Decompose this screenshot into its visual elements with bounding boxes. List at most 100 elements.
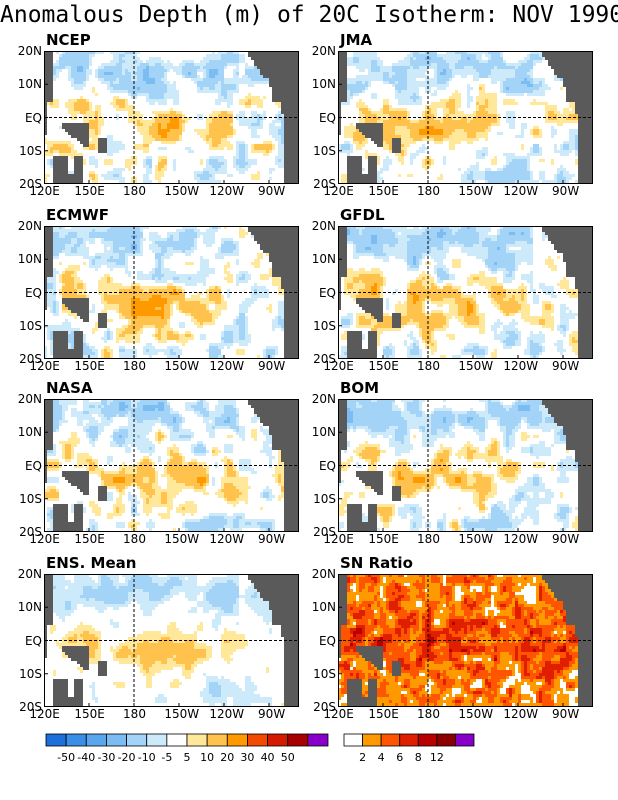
map-cell <box>416 57 420 61</box>
map-cell <box>113 117 117 121</box>
map-cell <box>572 69 576 73</box>
map-cell <box>341 69 345 73</box>
map-cell <box>245 66 249 70</box>
map-cell <box>374 90 378 94</box>
map-cell <box>140 135 144 139</box>
map-cell <box>548 78 552 82</box>
map-cell <box>125 96 129 100</box>
map-cell <box>65 114 69 118</box>
map-cell <box>482 54 486 58</box>
map-cell <box>221 153 225 157</box>
map-cell <box>437 75 441 79</box>
map-cell <box>284 126 288 130</box>
map-cell <box>158 141 162 145</box>
map-cell <box>107 153 111 157</box>
map-cell <box>116 126 120 130</box>
map-cell <box>113 78 117 82</box>
map-cell <box>578 78 582 82</box>
map-cell <box>224 66 228 70</box>
map-cell <box>350 84 354 88</box>
map-cell <box>398 81 402 85</box>
map-cell <box>524 54 528 58</box>
map-cell <box>152 135 156 139</box>
map-cell <box>155 126 159 130</box>
map-cell <box>89 75 93 79</box>
map-cell <box>107 63 111 67</box>
map-cell <box>104 78 108 82</box>
map-cell <box>224 159 228 163</box>
map-cell <box>218 57 222 61</box>
map-cell <box>89 135 93 139</box>
map-cell <box>155 57 159 61</box>
map-cell <box>143 93 147 97</box>
map-cell <box>536 84 540 88</box>
map-cell <box>230 138 234 142</box>
map-cell <box>344 66 348 70</box>
map-cell <box>44 123 48 127</box>
map-cell <box>236 168 240 172</box>
map-cell <box>419 69 423 73</box>
map-cell <box>179 99 183 103</box>
map-cell <box>185 135 189 139</box>
map-cell <box>191 99 195 103</box>
map-cell <box>272 84 276 88</box>
map-cell <box>71 90 75 94</box>
map-cell <box>143 111 147 115</box>
map-cell <box>176 138 180 142</box>
map-cell <box>86 141 90 145</box>
map-cell <box>152 123 156 127</box>
map-cell <box>500 75 504 79</box>
map-cell <box>95 102 99 106</box>
map-cell <box>68 162 72 166</box>
map-cell <box>182 150 186 154</box>
map-cell <box>506 72 510 76</box>
map-cell <box>278 108 282 112</box>
map-cell <box>143 75 147 79</box>
map-cell <box>278 117 282 121</box>
map-cell <box>239 138 243 142</box>
map-cell <box>119 102 123 106</box>
map-cell <box>263 111 267 115</box>
map-cell <box>113 105 117 109</box>
map-cell <box>218 69 222 73</box>
map-cell <box>227 159 231 163</box>
map-cell <box>62 90 66 94</box>
map-cell <box>149 102 153 106</box>
map-cell <box>290 165 294 169</box>
map-cell <box>470 75 474 79</box>
map-cell <box>164 51 168 55</box>
map-cell <box>242 111 246 115</box>
map-cell <box>275 129 279 133</box>
map-cell <box>194 144 198 148</box>
map-cell <box>173 87 177 91</box>
map-cell <box>140 165 144 169</box>
map-cell <box>254 54 258 58</box>
map-cell <box>242 156 246 160</box>
map-cell <box>86 99 90 103</box>
map-cell <box>143 60 147 64</box>
y-tick-label: 10N <box>10 78 42 90</box>
map-cell <box>107 144 111 148</box>
map-cell <box>236 174 240 178</box>
map-cell <box>206 51 210 55</box>
map-cell <box>164 165 168 169</box>
map-cell <box>137 138 141 142</box>
map-cell <box>257 129 261 133</box>
map-cell <box>512 54 516 58</box>
map-cell <box>587 51 591 55</box>
map-cell <box>194 78 198 82</box>
map-cell <box>206 111 210 115</box>
map-cell <box>107 72 111 76</box>
map-cell <box>125 126 129 130</box>
map-cell <box>182 72 186 76</box>
map-cell <box>116 78 120 82</box>
map-cell <box>362 63 366 67</box>
map-cell <box>209 156 213 160</box>
map-cell <box>224 123 228 127</box>
map-cell <box>227 177 231 181</box>
map-cell <box>119 69 123 73</box>
map-cell <box>260 111 264 115</box>
map-cell <box>266 93 270 97</box>
map-cell <box>77 132 81 136</box>
map-cell <box>542 72 546 76</box>
